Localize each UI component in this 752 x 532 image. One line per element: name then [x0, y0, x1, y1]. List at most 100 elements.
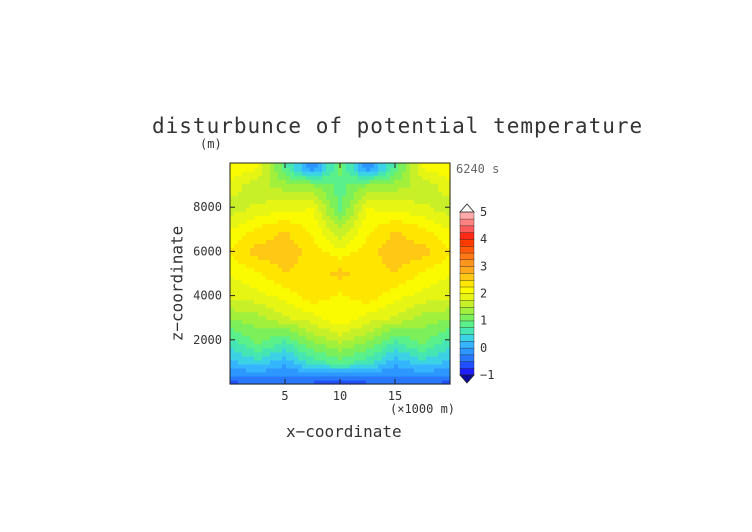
field-cell: [314, 235, 319, 240]
field-cell: [402, 375, 407, 381]
field-cell: [370, 263, 375, 269]
field-cell: [258, 203, 263, 208]
field-cell: [334, 199, 339, 204]
field-cell: [370, 291, 375, 297]
field-cell: [282, 283, 287, 289]
field-cell: [242, 243, 247, 248]
field-cell: [310, 267, 315, 273]
field-cell: [314, 367, 319, 373]
field-cell: [234, 303, 239, 309]
field-cell: [270, 235, 275, 240]
field-cell: [406, 203, 411, 208]
field-cell: [398, 199, 403, 204]
field-cell: [286, 311, 291, 317]
field-cell: [410, 231, 415, 236]
field-cell: [398, 259, 403, 265]
field-cell: [426, 167, 431, 172]
field-cell: [310, 271, 315, 277]
field-cell: [422, 219, 427, 224]
field-cell: [430, 163, 435, 168]
field-cell: [394, 267, 399, 273]
field-cell: [310, 259, 315, 265]
field-cell: [350, 227, 355, 232]
field-cell: [290, 211, 295, 216]
field-cell: [346, 307, 351, 313]
field-cell: [378, 179, 383, 184]
field-cell: [258, 243, 263, 248]
field-cell: [318, 239, 323, 244]
field-cell: [238, 259, 243, 265]
field-cell: [270, 311, 275, 317]
field-cell: [238, 299, 243, 305]
field-cell: [394, 335, 399, 341]
field-cell: [270, 371, 275, 377]
field-cell: [350, 239, 355, 244]
field-cell: [230, 307, 235, 313]
field-cell: [362, 275, 367, 281]
field-cell: [294, 367, 299, 373]
field-cell: [318, 359, 323, 365]
field-cell: [302, 203, 307, 208]
field-cell: [238, 295, 243, 301]
field-cell: [378, 307, 383, 313]
field-cell: [342, 327, 347, 333]
field-cell: [334, 163, 339, 168]
field-cell: [318, 347, 323, 353]
field-cell: [338, 167, 343, 172]
field-cell: [254, 207, 259, 212]
field-cell: [354, 227, 359, 232]
field-cell: [314, 267, 319, 273]
field-cell: [310, 203, 315, 208]
field-cell: [246, 295, 251, 301]
field-cell: [366, 171, 371, 176]
field-cell: [358, 251, 363, 257]
field-cell: [274, 343, 279, 349]
field-cell: [374, 351, 379, 357]
field-cell: [374, 183, 379, 188]
field-cell: [266, 347, 271, 353]
field-cell: [370, 367, 375, 373]
field-cell: [398, 299, 403, 305]
field-cell: [314, 351, 319, 357]
field-cell: [298, 247, 303, 252]
field-cell: [282, 191, 287, 196]
field-cell: [282, 379, 287, 385]
field-cell: [270, 211, 275, 216]
field-cell: [422, 355, 427, 361]
field-cell: [366, 183, 371, 188]
field-cell: [358, 295, 363, 301]
field-cell: [314, 163, 319, 168]
field-cell: [298, 223, 303, 228]
field-cell: [350, 183, 355, 188]
field-cell: [442, 167, 447, 172]
field-cell: [338, 199, 343, 204]
field-cell: [326, 191, 331, 196]
field-cell: [394, 279, 399, 285]
field-cell: [258, 175, 263, 180]
field-cell: [242, 255, 247, 261]
field-cell: [382, 303, 387, 309]
field-cell: [390, 239, 395, 244]
field-cell: [394, 203, 399, 208]
field-cell: [310, 335, 315, 341]
field-cell: [418, 219, 423, 224]
field-cell: [242, 167, 247, 172]
field-cell: [374, 327, 379, 333]
field-cell: [358, 223, 363, 228]
field-cell: [310, 191, 315, 196]
field-cell: [362, 203, 367, 208]
field-cell: [398, 335, 403, 341]
field-cell: [306, 287, 311, 293]
field-cell: [378, 247, 383, 252]
field-cell: [434, 259, 439, 265]
field-cell: [238, 195, 243, 200]
field-cell: [234, 291, 239, 297]
field-cell: [242, 259, 247, 265]
field-cell: [246, 327, 251, 333]
field-cell: [430, 267, 435, 273]
field-cell: [270, 259, 275, 265]
field-cell: [422, 231, 427, 236]
field-cell: [434, 347, 439, 353]
field-cell: [410, 359, 415, 365]
field-cell: [342, 279, 347, 285]
